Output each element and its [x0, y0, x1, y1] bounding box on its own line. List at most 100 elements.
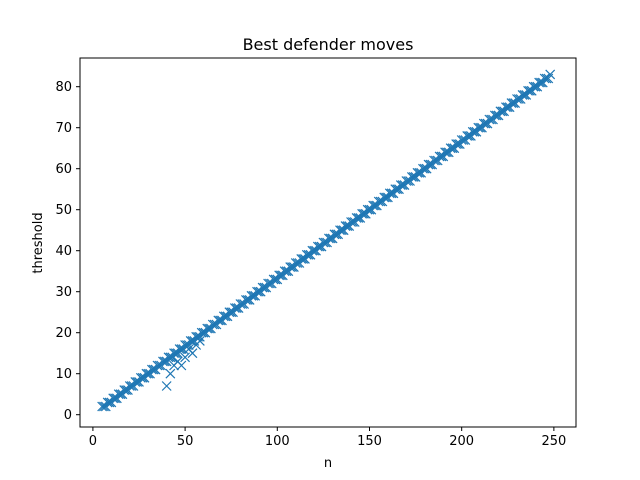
y-tick-label: 10 — [55, 367, 72, 382]
data-point — [285, 262, 296, 273]
data-point — [169, 348, 179, 359]
data-point — [451, 139, 462, 150]
data-point — [362, 204, 373, 215]
data-point — [351, 212, 362, 223]
x-tick-label: 150 — [357, 434, 382, 449]
y-axis: 0 10 20 30 40 50 60 70 80 — [55, 80, 80, 423]
data-point — [434, 151, 445, 162]
data-point — [373, 196, 384, 207]
y-tick-label: 0 — [64, 408, 72, 423]
data-point — [440, 147, 451, 158]
y-tick-label: 50 — [55, 203, 72, 218]
data-point — [445, 143, 456, 154]
data-point — [395, 180, 406, 191]
data-point — [406, 171, 417, 182]
data-point — [141, 368, 152, 379]
data-point — [429, 155, 439, 166]
data-point — [213, 315, 224, 326]
data-point — [489, 110, 500, 121]
data-point — [113, 389, 124, 400]
data-point — [279, 266, 290, 277]
data-point — [108, 393, 119, 404]
outlier-point — [187, 348, 198, 359]
data-point — [401, 176, 412, 186]
y-tick-label: 60 — [55, 162, 72, 177]
data-point — [202, 323, 213, 334]
data-point — [229, 303, 240, 314]
data-point — [484, 114, 495, 125]
data-point — [152, 360, 163, 371]
data-point — [346, 217, 356, 227]
data-point — [384, 188, 395, 199]
data-point — [478, 118, 489, 129]
data-point — [545, 69, 556, 80]
data-point — [368, 200, 379, 211]
data-point — [462, 130, 473, 141]
data-point — [506, 98, 517, 109]
x-tick-label: 50 — [177, 434, 194, 449]
data-point — [501, 102, 511, 113]
data-point — [207, 319, 218, 330]
x-tick-label: 0 — [89, 434, 97, 449]
data-point — [246, 290, 257, 301]
data-point — [539, 73, 550, 84]
data-point — [512, 94, 522, 104]
y-tick-label: 30 — [55, 285, 72, 300]
data-point — [534, 77, 545, 88]
data-point — [163, 352, 174, 363]
y-tick-label: 80 — [55, 80, 72, 95]
data-point — [224, 307, 235, 318]
plot-frame — [79, 57, 577, 428]
y-axis-label: threshold — [31, 212, 46, 273]
data-point — [263, 278, 273, 289]
data-point — [318, 237, 329, 248]
data-point — [523, 85, 533, 96]
data-point — [185, 335, 196, 346]
data-point — [130, 376, 141, 387]
x-tick-label: 250 — [541, 434, 566, 449]
data-point — [174, 344, 185, 355]
outlier-point — [161, 381, 172, 391]
data-point — [528, 81, 539, 92]
data-point — [473, 122, 484, 133]
data-point — [301, 249, 312, 260]
chart-title: Best defender moves — [243, 35, 414, 54]
data-point — [456, 135, 467, 145]
outlier-point — [176, 360, 187, 371]
data-point — [274, 270, 285, 281]
data-point — [307, 245, 318, 256]
y-tick-label: 20 — [55, 326, 72, 341]
data-point — [241, 294, 251, 305]
data-point — [235, 299, 246, 309]
data-point — [290, 258, 301, 268]
data-point — [268, 274, 279, 285]
outlier-point — [180, 352, 191, 363]
x-tick-label: 100 — [265, 434, 290, 449]
x-tick-label: 200 — [449, 434, 474, 449]
data-point — [124, 381, 135, 391]
y-tick-label: 40 — [55, 244, 72, 259]
data-point — [495, 106, 506, 117]
data-point — [379, 192, 390, 203]
y-tick-label: 70 — [55, 121, 72, 136]
data-point — [517, 89, 528, 100]
data-point — [390, 184, 401, 195]
data-point — [257, 282, 268, 293]
data-point — [329, 229, 340, 240]
data-point — [467, 126, 478, 137]
data-point — [196, 327, 207, 338]
data-point — [146, 364, 157, 375]
data-point — [418, 163, 428, 174]
outlier-point — [194, 335, 205, 346]
data-point — [323, 233, 334, 244]
data-point — [357, 208, 368, 219]
data-point — [102, 397, 113, 408]
data-points — [97, 69, 556, 412]
x-axis: 0 50 100 150 200 250 — [89, 427, 566, 449]
outlier-point — [165, 368, 176, 379]
data-point — [135, 372, 146, 383]
data-point — [412, 167, 423, 178]
data-point — [312, 241, 323, 252]
